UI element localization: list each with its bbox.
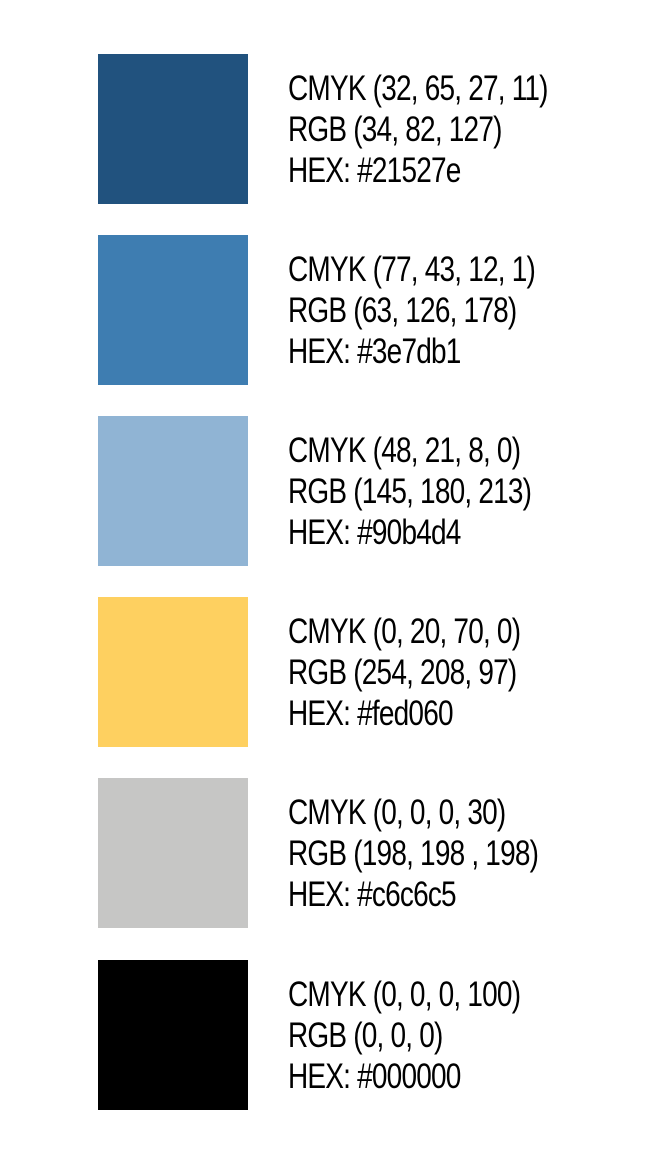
- palette-entry: CMYK (0, 0, 0, 30) RGB (198, 198 , 198) …: [0, 778, 660, 928]
- color-values: CMYK (0, 20, 70, 0) RGB (254, 208, 97) H…: [288, 611, 648, 734]
- palette-entry: CMYK (48, 21, 8, 0) RGB (145, 180, 213) …: [0, 416, 660, 566]
- color-values: CMYK (77, 43, 12, 1) RGB (63, 126, 178) …: [288, 249, 648, 372]
- palette-entry: CMYK (77, 43, 12, 1) RGB (63, 126, 178) …: [0, 235, 660, 385]
- cmyk-value: CMYK (0, 20, 70, 0): [288, 612, 521, 651]
- rgb-value: RGB (34, 82, 127): [288, 110, 502, 149]
- rgb-value: RGB (198, 198 , 198): [288, 834, 539, 873]
- color-swatch: [98, 416, 248, 566]
- hex-value: HEX: #3e7db1: [288, 332, 461, 371]
- color-swatch: [98, 960, 248, 1110]
- cmyk-value: CMYK (0, 0, 0, 30): [288, 793, 506, 832]
- palette-entry: CMYK (32, 65, 27, 11) RGB (34, 82, 127) …: [0, 54, 660, 204]
- color-values: CMYK (0, 0, 0, 30) RGB (198, 198 , 198) …: [288, 792, 648, 915]
- color-swatch: [98, 597, 248, 747]
- color-values: CMYK (32, 65, 27, 11) RGB (34, 82, 127) …: [288, 68, 648, 191]
- hex-value: HEX: #fed060: [288, 694, 454, 733]
- hex-value: HEX: #000000: [288, 1057, 461, 1096]
- color-values: CMYK (0, 0, 0, 100) RGB (0, 0, 0) HEX: #…: [288, 974, 648, 1097]
- hex-value: HEX: #c6c6c5: [288, 875, 457, 914]
- color-values: CMYK (48, 21, 8, 0) RGB (145, 180, 213) …: [288, 430, 648, 553]
- palette-entry: CMYK (0, 20, 70, 0) RGB (254, 208, 97) H…: [0, 597, 660, 747]
- color-swatch: [98, 54, 248, 204]
- palette-entry: CMYK (0, 0, 0, 100) RGB (0, 0, 0) HEX: #…: [0, 960, 660, 1110]
- rgb-value: RGB (145, 180, 213): [288, 472, 532, 511]
- color-swatch: [98, 778, 248, 928]
- cmyk-value: CMYK (77, 43, 12, 1): [288, 250, 536, 289]
- cmyk-value: CMYK (32, 65, 27, 11): [288, 69, 549, 108]
- cmyk-value: CMYK (0, 0, 0, 100): [288, 975, 521, 1014]
- rgb-value: RGB (63, 126, 178): [288, 291, 517, 330]
- cmyk-value: CMYK (48, 21, 8, 0): [288, 431, 521, 470]
- rgb-value: RGB (0, 0, 0): [288, 1016, 443, 1055]
- hex-value: HEX: #21527e: [288, 151, 461, 190]
- rgb-value: RGB (254, 208, 97): [288, 653, 517, 692]
- hex-value: HEX: #90b4d4: [288, 513, 461, 552]
- color-swatch: [98, 235, 248, 385]
